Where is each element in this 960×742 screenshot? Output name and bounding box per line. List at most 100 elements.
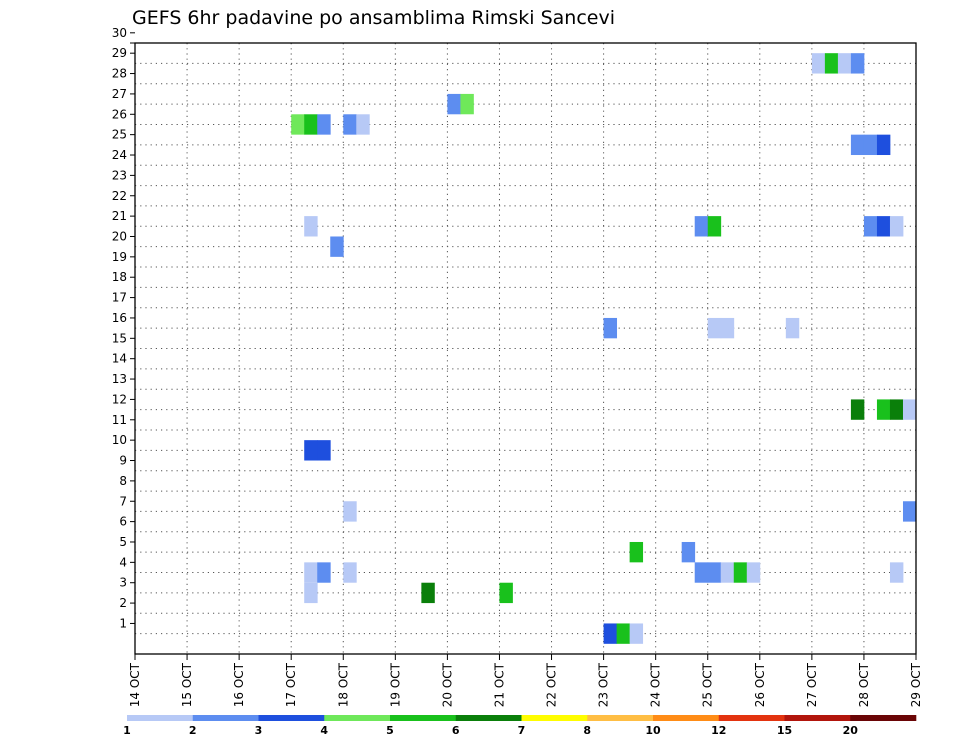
- y-tick-label: 2: [119, 596, 127, 610]
- x-tick-label: 29 OCT: [909, 662, 923, 707]
- x-axis: 14 OCT 15 OCT 16 OCT 17 OCT 18 OCT 19 OCT 20 O…: [128, 654, 923, 707]
- x-tick-label: 23 OCT: [597, 662, 611, 707]
- colorbar-legend: 1 2 3 4 5 6 7 8 10 12 15 20: [123, 715, 917, 737]
- precip-cell: [837, 53, 852, 74]
- precip-cell: [499, 582, 513, 604]
- x-tick-label: 25 OCT: [701, 662, 715, 707]
- colorbar-label: 1: [123, 724, 131, 737]
- precip-cell: [707, 317, 722, 339]
- precip-cell: [785, 317, 800, 339]
- precip-cell: [863, 216, 878, 237]
- precip-cell: [304, 114, 318, 135]
- y-tick-label: 12: [112, 392, 127, 406]
- precip-cell: [902, 501, 917, 522]
- x-tick-label: 24 OCT: [649, 662, 663, 707]
- precip-cell: [707, 216, 722, 237]
- chart-title: GEFS 6hr padavine po ansamblima Rimski S…: [132, 7, 615, 29]
- precip-cell: [447, 93, 461, 115]
- y-tick-label: 29: [112, 46, 127, 60]
- precip-cell: [460, 93, 474, 115]
- x-tick-label: 20 OCT: [440, 662, 454, 707]
- x-tick-label: 17 OCT: [284, 662, 298, 707]
- y-tick-label: 28: [112, 67, 127, 81]
- x-tick-label: 27 OCT: [805, 662, 819, 707]
- y-tick-label: 11: [112, 413, 127, 427]
- y-tick-label: 21: [112, 209, 127, 223]
- y-tick-label: 10: [112, 433, 127, 447]
- colorbar-swatch: [324, 715, 391, 721]
- y-tick-label: 25: [112, 128, 127, 142]
- precip-cell: [304, 216, 318, 237]
- x-tick-label: 26 OCT: [753, 662, 767, 707]
- y-tick-label: 19: [112, 250, 127, 264]
- x-tick-label: 21 OCT: [492, 662, 506, 707]
- colorbar-label: 10: [645, 724, 661, 737]
- precip-cell: [707, 562, 722, 583]
- y-tick-label: 27: [112, 87, 127, 101]
- precip-cell: [603, 623, 618, 644]
- colorbar-label: 4: [320, 724, 328, 737]
- colorbar-label: 5: [386, 724, 394, 737]
- precip-cell: [291, 114, 305, 135]
- precip-cell: [629, 623, 644, 644]
- x-tick-label: 14 OCT: [128, 662, 142, 707]
- precip-cell: [343, 501, 357, 522]
- precip-cell: [304, 440, 318, 461]
- x-tick-label: 15 OCT: [180, 662, 194, 707]
- y-tick-label: 9: [119, 454, 127, 468]
- precip-cell: [902, 399, 917, 420]
- y-tick-label: 22: [112, 189, 127, 203]
- y-tick-label: 23: [112, 168, 127, 182]
- colorbar-label: 3: [255, 724, 263, 737]
- y-tick-label: 5: [119, 535, 127, 549]
- colorbar-swatch: [587, 715, 654, 721]
- y-tick-label: 1: [119, 616, 127, 630]
- y-tick-label: 6: [119, 515, 127, 529]
- colorbar-swatch: [127, 715, 194, 721]
- precip-cell: [811, 53, 826, 74]
- x-tick-label: 19 OCT: [388, 662, 402, 707]
- precip-cell: [356, 114, 370, 135]
- colorbar-swatch: [653, 715, 720, 721]
- precip-cell: [889, 399, 904, 420]
- precip-cell: [629, 541, 644, 563]
- x-tick-label: 16 OCT: [232, 662, 246, 707]
- precip-cell: [421, 582, 435, 604]
- precip-cell: [720, 317, 735, 339]
- precip-cell: [317, 562, 331, 583]
- colorbar-swatch: [718, 715, 785, 721]
- precip-cell: [317, 114, 331, 135]
- grid-lines: [135, 43, 916, 654]
- precip-cell: [876, 134, 891, 156]
- colorbar-label: 6: [452, 724, 460, 737]
- y-tick-label: 15: [112, 331, 127, 345]
- precip-cell: [876, 216, 891, 237]
- colorbar-swatch: [521, 715, 588, 721]
- y-tick-label: 14: [112, 352, 127, 366]
- y-axis: 1234567891011121314151617181920212223242…: [112, 26, 135, 630]
- precip-cell: [889, 216, 904, 237]
- heatmap-cells: [291, 53, 917, 644]
- precip-cell: [889, 562, 904, 583]
- colorbar-label: 20: [843, 724, 859, 737]
- colorbar-label: 2: [189, 724, 197, 737]
- precip-cell: [850, 399, 865, 420]
- colorbar-swatch: [258, 715, 325, 721]
- plot-frame: [134, 42, 917, 655]
- precip-cell: [824, 53, 839, 74]
- precip-cell: [330, 236, 344, 257]
- colorbar-label: 15: [777, 724, 792, 737]
- precip-cell: [304, 562, 318, 583]
- precip-cell: [603, 317, 618, 339]
- x-tick-label: 28 OCT: [857, 662, 871, 707]
- precip-cell: [616, 623, 631, 644]
- precip-cell: [720, 562, 735, 583]
- precip-cell: [343, 114, 357, 135]
- precip-cell: [733, 562, 748, 583]
- precip-cell: [317, 440, 331, 461]
- precip-cell: [863, 134, 878, 156]
- precip-cell: [694, 562, 709, 583]
- precip-cell: [694, 216, 709, 237]
- y-tick-label: 4: [119, 555, 127, 569]
- precip-cell: [876, 399, 891, 420]
